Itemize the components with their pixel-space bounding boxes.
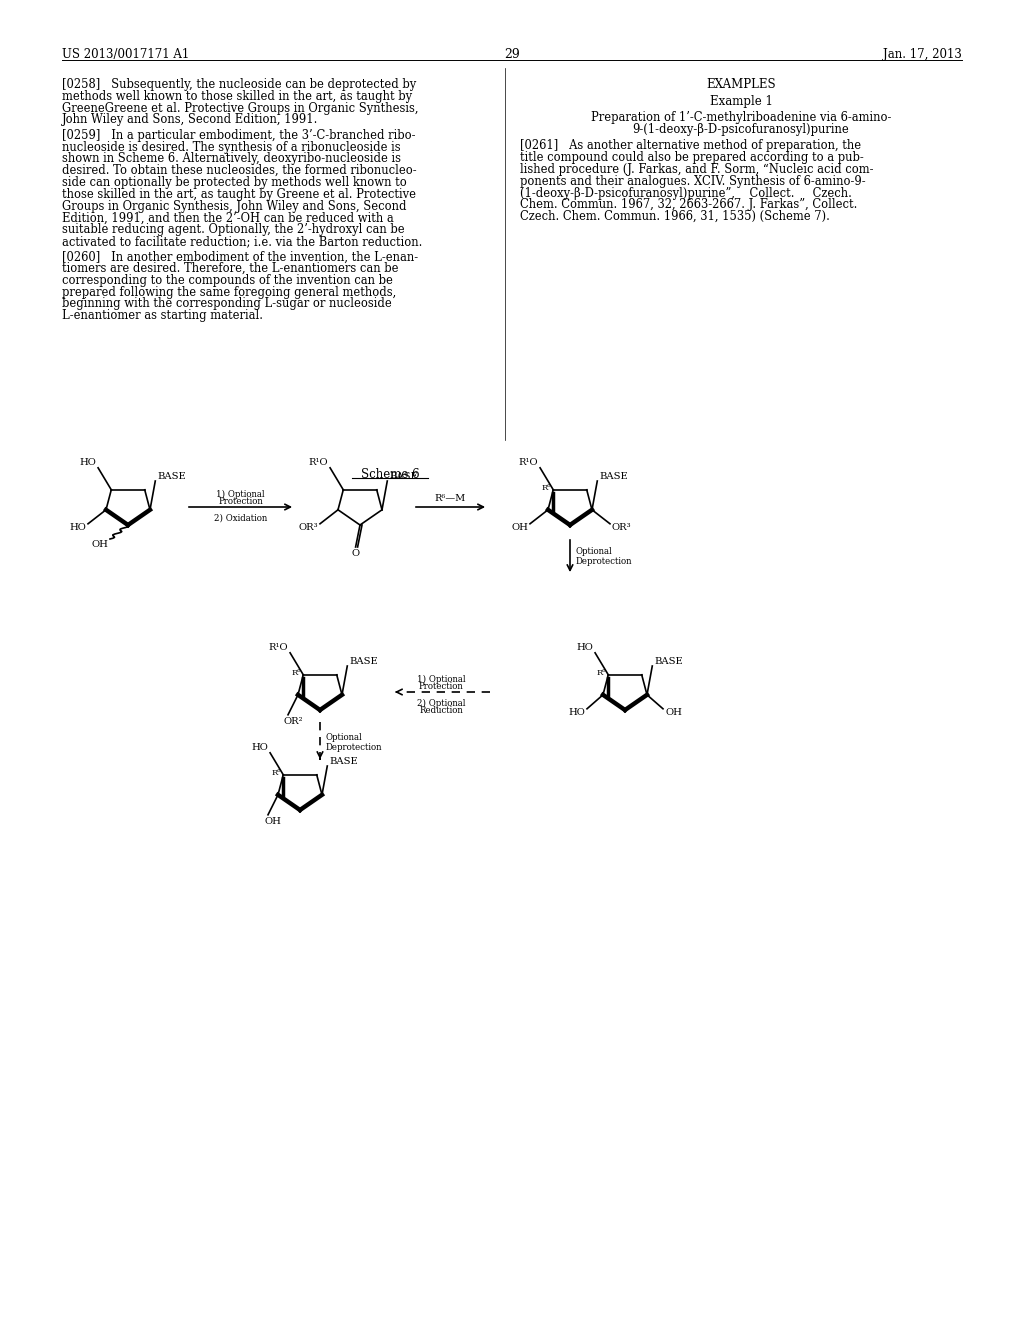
Text: [0261]   As another alternative method of preparation, the: [0261] As another alternative method of … xyxy=(520,140,861,152)
Text: 1) Optional: 1) Optional xyxy=(417,675,465,684)
Text: activated to facilitate reduction; i.e. via the Barton reduction.: activated to facilitate reduction; i.e. … xyxy=(62,235,422,248)
Text: Jan. 17, 2013: Jan. 17, 2013 xyxy=(883,48,962,61)
Text: BASE: BASE xyxy=(654,657,683,667)
Text: OH: OH xyxy=(91,540,108,549)
Text: shown in Scheme 6. Alternatively, deoxyribo-nucleoside is: shown in Scheme 6. Alternatively, deoxyr… xyxy=(62,152,401,165)
Text: Reduction: Reduction xyxy=(419,706,463,715)
Text: Deprotection: Deprotection xyxy=(326,742,383,751)
Text: Optional: Optional xyxy=(326,733,362,742)
Text: BASE: BASE xyxy=(389,473,418,480)
Text: L-enantiomer as starting material.: L-enantiomer as starting material. xyxy=(62,309,263,322)
Text: EXAMPLES: EXAMPLES xyxy=(707,78,776,91)
Text: title compound could also be prepared according to a pub-: title compound could also be prepared ac… xyxy=(520,152,864,164)
Text: R⁶: R⁶ xyxy=(596,669,605,677)
Text: BASE: BASE xyxy=(599,473,628,480)
Text: HO: HO xyxy=(568,708,585,717)
Text: (1-deoxy-β-D-psicofuranosyl)purine”,    Collect.     Czech.: (1-deoxy-β-D-psicofuranosyl)purine”, Col… xyxy=(520,186,852,199)
Text: 9-(1-deoxy-β-D-psicofuranosyl)purine: 9-(1-deoxy-β-D-psicofuranosyl)purine xyxy=(633,123,849,136)
Text: Preparation of 1’-C-methylriboadenine via 6-amino-: Preparation of 1’-C-methylriboadenine vi… xyxy=(591,111,891,124)
Text: OH: OH xyxy=(665,708,682,717)
Text: OH: OH xyxy=(511,523,528,532)
Text: methods well known to those skilled in the art, as taught by: methods well known to those skilled in t… xyxy=(62,90,412,103)
Text: those skilled in the art, as taught by Greene et al. Protective: those skilled in the art, as taught by G… xyxy=(62,187,416,201)
Text: BASE: BASE xyxy=(349,657,378,667)
Text: Deprotection: Deprotection xyxy=(575,557,633,566)
Text: John Wiley and Sons, Second Edition, 1991.: John Wiley and Sons, Second Edition, 199… xyxy=(62,114,318,127)
Text: BASE: BASE xyxy=(330,756,358,766)
Text: OH: OH xyxy=(264,817,282,826)
Text: ponents and their analogues. XCIV. Synthesis of 6-amino-9-: ponents and their analogues. XCIV. Synth… xyxy=(520,174,865,187)
Text: [0258]   Subsequently, the nucleoside can be deprotected by: [0258] Subsequently, the nucleoside can … xyxy=(62,78,416,91)
Text: HO: HO xyxy=(251,743,268,752)
Text: OR³: OR³ xyxy=(298,523,318,532)
Text: suitable reducing agent. Optionally, the 2’-hydroxyl can be: suitable reducing agent. Optionally, the… xyxy=(62,223,404,236)
Text: Chem. Commun. 1967, 32, 2663-2667. J. Farkas”, Collect.: Chem. Commun. 1967, 32, 2663-2667. J. Fa… xyxy=(520,198,857,211)
Text: R⁶—M: R⁶—M xyxy=(435,494,466,503)
Text: 2) Optional: 2) Optional xyxy=(417,700,465,708)
Text: R¹O: R¹O xyxy=(518,458,538,467)
Text: [0260]   In another embodiment of the invention, the L-enan-: [0260] In another embodiment of the inve… xyxy=(62,251,418,263)
Text: prepared following the same foregoing general methods,: prepared following the same foregoing ge… xyxy=(62,285,396,298)
Text: Protection: Protection xyxy=(419,682,464,690)
Text: R⁶: R⁶ xyxy=(541,484,551,492)
Text: 2) Oxidation: 2) Oxidation xyxy=(214,513,267,523)
Text: BASE: BASE xyxy=(158,473,186,480)
Text: US 2013/0017171 A1: US 2013/0017171 A1 xyxy=(62,48,189,61)
Text: corresponding to the compounds of the invention can be: corresponding to the compounds of the in… xyxy=(62,273,393,286)
Text: GreeneGreene et al. Protective Groups in Organic Synthesis,: GreeneGreene et al. Protective Groups in… xyxy=(62,102,419,115)
Text: R¹O: R¹O xyxy=(308,458,328,467)
Text: R⁶: R⁶ xyxy=(271,770,281,777)
Text: beginning with the corresponding L-sugar or nucleoside: beginning with the corresponding L-sugar… xyxy=(62,297,392,310)
Text: Example 1: Example 1 xyxy=(710,95,772,107)
Text: nucleoside is desired. The synthesis of a ribonucleoside is: nucleoside is desired. The synthesis of … xyxy=(62,140,400,153)
Text: lished procedure (J. Farkas, and F. Sorm, “Nucleic acid com-: lished procedure (J. Farkas, and F. Sorm… xyxy=(520,162,873,176)
Text: Scheme 6: Scheme 6 xyxy=(360,469,419,480)
Text: OR²: OR² xyxy=(284,717,303,726)
Text: O: O xyxy=(351,549,359,558)
Text: HO: HO xyxy=(79,458,96,467)
Text: [0259]   In a particular embodiment, the 3’-C-branched ribo-: [0259] In a particular embodiment, the 3… xyxy=(62,129,416,141)
Text: desired. To obtain these nucleosides, the formed ribonucleo-: desired. To obtain these nucleosides, th… xyxy=(62,164,417,177)
Text: OR³: OR³ xyxy=(612,523,632,532)
Text: Protection: Protection xyxy=(218,498,263,506)
Text: Optional: Optional xyxy=(575,548,612,557)
Text: tiomers are desired. Therefore, the L-enantiomers can be: tiomers are desired. Therefore, the L-en… xyxy=(62,263,398,275)
Text: Edition, 1991, and then the 2’-OH can be reduced with a: Edition, 1991, and then the 2’-OH can be… xyxy=(62,211,394,224)
Text: HO: HO xyxy=(577,643,593,652)
Text: 29: 29 xyxy=(504,48,520,61)
Text: R¹O: R¹O xyxy=(268,643,288,652)
Text: HO: HO xyxy=(70,523,86,532)
Text: R⁶: R⁶ xyxy=(291,669,301,677)
Text: Groups in Organic Synthesis, John Wiley and Sons, Second: Groups in Organic Synthesis, John Wiley … xyxy=(62,199,407,213)
Text: Czech. Chem. Commun. 1966, 31, 1535) (Scheme 7).: Czech. Chem. Commun. 1966, 31, 1535) (Sc… xyxy=(520,210,829,223)
Text: 1) Optional: 1) Optional xyxy=(216,490,265,499)
Text: side can optionally be protected by methods well known to: side can optionally be protected by meth… xyxy=(62,176,407,189)
